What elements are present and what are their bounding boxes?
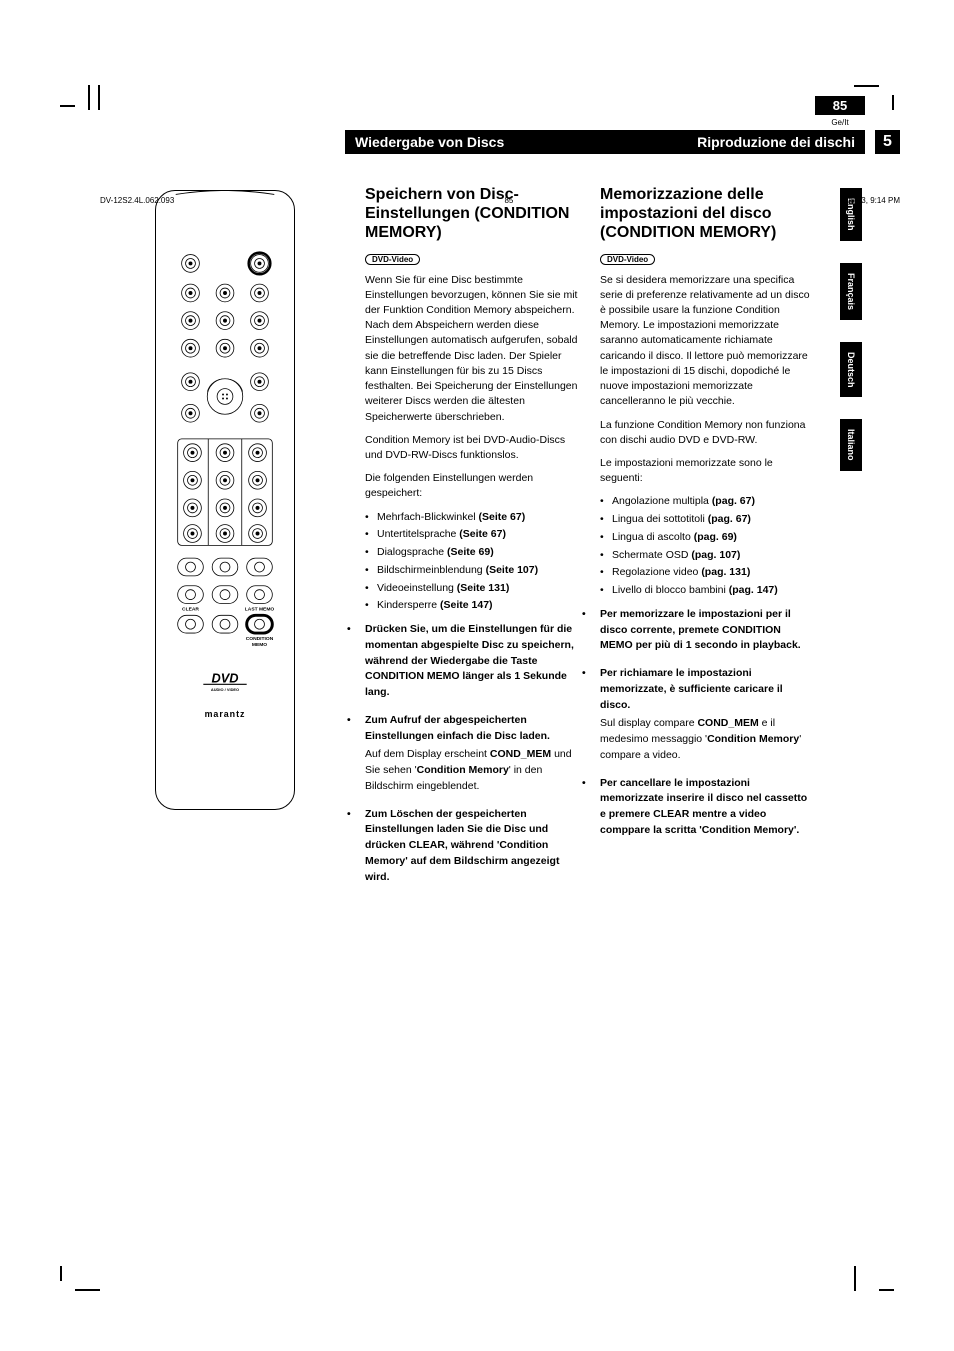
- footer-timestamp: 8/6/03, 9:14 PM: [844, 196, 900, 205]
- list-item: Lingua dei sottotitoli (pag. 67): [600, 512, 815, 528]
- paragraph: Die folgenden Einstellungen werden gespe…: [365, 471, 580, 501]
- step-item: Per cancellare le impostazioni memorizza…: [582, 776, 815, 839]
- paragraph: Se si desidera memorizzare una specifica…: [600, 273, 815, 410]
- steps-list-it: Per memorizzare le impostazioni per il d…: [600, 607, 815, 839]
- list-item: Livello di blocco bambini (pag. 147): [600, 583, 815, 599]
- column-german: Speichern von Disc-Einstellungen (CONDIT…: [365, 185, 580, 897]
- badge-dvd-video: DVD-Video: [365, 254, 420, 265]
- steps-list-de: Drücken Sie, um die Einstellungen für di…: [365, 622, 580, 885]
- list-item: Videoeinstellung (Seite 131): [365, 581, 580, 597]
- heading-de: Speichern von Disc-Einstellungen (CONDIT…: [365, 185, 580, 243]
- remote-brand-sub: AUDIO / VIDEO: [211, 687, 239, 692]
- lang-tab-deutsch: Deutsch: [840, 342, 862, 398]
- list-item: Bildschirmeinblendung (Seite 107): [365, 563, 580, 579]
- crop-mark: [60, 1251, 100, 1291]
- header-title-it: Riproduzione dei dischi: [697, 134, 855, 150]
- print-footer: DV-12S2.4L.062.093 85 8/6/03, 9:14 PM: [100, 196, 900, 205]
- step-item: Per richiamare le impostazioni memorizza…: [582, 666, 815, 764]
- list-item: Lingua di ascolto (pag. 69): [600, 530, 815, 546]
- footer-page: 85: [504, 196, 513, 205]
- crop-mark: [854, 1251, 894, 1291]
- paragraph: La funzione Condition Memory non funzion…: [600, 418, 815, 448]
- chapter-number: 5: [875, 130, 900, 154]
- step-item: Per memorizzare le impostazioni per il d…: [582, 607, 815, 654]
- list-item: Regolazione video (pag. 131): [600, 565, 815, 581]
- page-number: 85: [815, 96, 865, 115]
- page-lang-code: Ge/It: [815, 118, 865, 127]
- settings-list-de: Mehrfach-Blickwinkel (Seite 67) Untertit…: [365, 510, 580, 615]
- list-item: Schermate OSD (pag. 107): [600, 548, 815, 564]
- list-item: Angolazione multipla (pag. 67): [600, 494, 815, 510]
- remote-label-last-memo: LAST MEMO: [245, 606, 275, 612]
- header-title-de: Wiedergabe von Discs: [355, 134, 504, 150]
- settings-list-it: Angolazione multipla (pag. 67) Lingua de…: [600, 494, 815, 599]
- remote-label-clear: CLEAR: [182, 606, 199, 612]
- list-item: Untertitelsprache (Seite 67): [365, 527, 580, 543]
- paragraph: Condition Memory ist bei DVD-Audio-Discs…: [365, 433, 580, 463]
- paragraph: Le impostazioni memorizzate sono le segu…: [600, 456, 815, 486]
- crop-mark: [60, 85, 100, 125]
- paragraph: Wenn Sie für eine Disc bestimmte Einstel…: [365, 273, 580, 425]
- step-item: Drücken Sie, um die Einstellungen für di…: [347, 622, 580, 701]
- language-tabs: English Français Deutsch Italiano: [840, 188, 868, 493]
- remote-control-diagram: CLEAR LAST MEMO CONDITION MEMO DVD AUDIO…: [155, 190, 295, 810]
- step-item: Zum Aufruf der abgespeicherten Einstellu…: [347, 713, 580, 795]
- remote-brand-name: marantz: [205, 709, 246, 719]
- remote-brand-logo: DVD: [211, 670, 238, 685]
- list-item: Dialogsprache (Seite 69): [365, 545, 580, 561]
- lang-tab-italiano: Italiano: [840, 419, 862, 471]
- step-item: Zum Löschen der gespeicherten Einstellun…: [347, 807, 580, 886]
- header-bar: Wiedergabe von Discs Riproduzione dei di…: [345, 130, 865, 154]
- column-italian: Memorizzazione delle impostazioni del di…: [600, 185, 815, 851]
- remote-label-condition: CONDITION: [246, 636, 274, 642]
- lang-tab-francais: Français: [840, 263, 862, 320]
- heading-it: Memorizzazione delle impostazioni del di…: [600, 185, 815, 243]
- list-item: Kindersperre (Seite 147): [365, 598, 580, 614]
- footer-file: DV-12S2.4L.062.093: [100, 196, 174, 205]
- list-item: Mehrfach-Blickwinkel (Seite 67): [365, 510, 580, 526]
- badge-dvd-video: DVD-Video: [600, 254, 655, 265]
- svg-text:MEMO: MEMO: [252, 642, 267, 648]
